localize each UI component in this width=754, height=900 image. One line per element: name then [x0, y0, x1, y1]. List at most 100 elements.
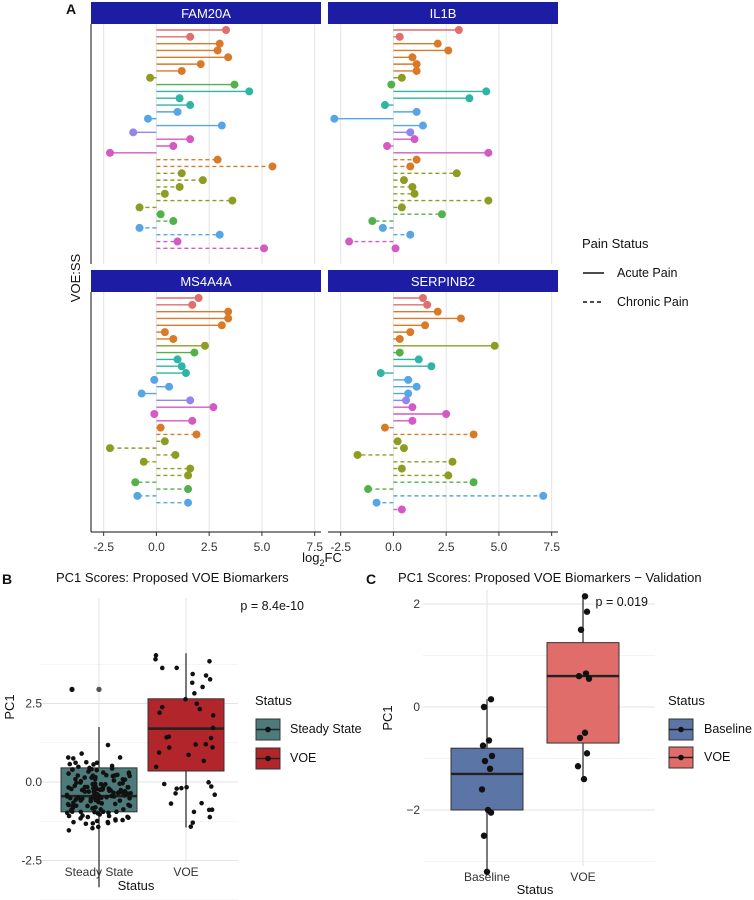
- lollipop-point: [364, 485, 373, 494]
- panel-b-points: [64, 653, 218, 833]
- lollipop-point: [156, 210, 165, 219]
- data-point: [212, 792, 218, 798]
- data-point: [161, 781, 167, 787]
- x-tick-label: 0.0: [385, 540, 402, 554]
- data-point: [67, 761, 73, 767]
- lollipop-point: [105, 148, 114, 157]
- outlier-point: [96, 686, 102, 692]
- facet-strip: [91, 270, 321, 292]
- lollipop-point: [412, 66, 421, 75]
- data-point: [194, 701, 200, 707]
- data-point: [121, 807, 126, 812]
- box-voe: [546, 596, 620, 780]
- facet-il1b: IL1B: [328, 2, 558, 264]
- data-point: [206, 780, 211, 785]
- lollipop-point: [397, 73, 406, 82]
- lollipop-point: [427, 362, 436, 371]
- lollipop-point: [160, 437, 169, 446]
- data-point: [86, 789, 92, 794]
- data-point: [200, 684, 205, 690]
- legend-swatch-dot: [678, 754, 684, 761]
- data-point: [210, 713, 216, 718]
- legend-label-acute-pain: Acute Pain: [617, 266, 678, 280]
- data-point: [127, 803, 133, 809]
- panel-c-boxplot: C PC1 Scores: Proposed VOE Biomarkers − …: [366, 570, 752, 897]
- lollipop-point: [465, 94, 474, 103]
- lollipop-point: [444, 46, 453, 55]
- lollipop-point: [408, 182, 417, 191]
- panel-c-points: [478, 593, 593, 875]
- data-point: [92, 809, 97, 815]
- data-point: [113, 818, 118, 823]
- lollipop-point: [213, 155, 222, 164]
- data-point: [90, 821, 96, 826]
- lollipop-point: [139, 457, 148, 466]
- x-tick-label: 5.0: [491, 540, 508, 554]
- data-point: [95, 824, 101, 830]
- panel-a-legend-title: Pain Status: [582, 236, 649, 251]
- lollipop-point: [484, 196, 493, 205]
- y-tick-label: 0.0: [25, 775, 42, 789]
- lollipop-point: [135, 223, 144, 232]
- lollipop-point: [469, 430, 478, 439]
- data-point: [174, 786, 180, 791]
- data-point: [209, 807, 215, 812]
- panel-c-legend-label-baseline: Baseline: [704, 722, 752, 736]
- facet-fam20a: FAM20A: [91, 2, 321, 264]
- lollipop-point: [173, 107, 182, 116]
- lollipop-point: [404, 389, 413, 398]
- data-point: [174, 665, 179, 671]
- lollipop-point: [186, 396, 195, 405]
- lollipop-point: [186, 32, 195, 41]
- lollipop-point: [186, 464, 195, 473]
- lollipop-point: [184, 471, 193, 480]
- data-point: [117, 798, 123, 803]
- data-point: [88, 796, 94, 802]
- data-point: [105, 742, 111, 748]
- lollipop-point: [444, 471, 453, 480]
- panel-b-boxplot: B PC1 Scores: Proposed VOE Biomarkers -2…: [2, 570, 362, 900]
- lollipop-point: [423, 300, 432, 309]
- data-point: [487, 809, 495, 816]
- box-baseline: [450, 699, 524, 872]
- data-point: [190, 671, 195, 677]
- data-point: [83, 821, 89, 827]
- data-point: [90, 825, 95, 831]
- lollipop-point: [200, 341, 209, 350]
- data-point: [97, 812, 102, 817]
- data-point: [106, 813, 112, 819]
- data-point: [91, 789, 97, 795]
- data-point: [127, 795, 132, 801]
- lollipop-point: [260, 244, 269, 253]
- x-tick-label: 7.5: [306, 540, 323, 554]
- data-point: [99, 795, 104, 801]
- data-point: [207, 814, 213, 820]
- data-point: [189, 680, 195, 686]
- data-point: [112, 801, 118, 807]
- data-point: [87, 765, 92, 771]
- lollipop-point: [412, 382, 421, 391]
- data-point: [188, 824, 194, 829]
- lollipop-point: [209, 403, 218, 412]
- data-point: [480, 703, 488, 711]
- lollipop-point: [406, 230, 415, 239]
- lollipop-point: [345, 237, 354, 246]
- data-point: [90, 806, 95, 811]
- data-point: [85, 784, 90, 790]
- data-point: [582, 670, 590, 677]
- lollipop-point: [192, 430, 201, 439]
- lollipop-point: [150, 410, 159, 418]
- lollipop-point: [372, 498, 381, 507]
- legend-key: [255, 718, 281, 741]
- data-point: [207, 658, 212, 664]
- lollipop-point: [353, 450, 362, 459]
- data-point: [203, 741, 209, 747]
- facet-strip-label: IL1B: [430, 6, 457, 21]
- data-point: [481, 757, 489, 765]
- data-point: [69, 786, 74, 792]
- data-point: [183, 696, 188, 702]
- lollipop-point: [169, 334, 178, 343]
- data-point: [479, 742, 487, 749]
- data-point: [576, 734, 584, 742]
